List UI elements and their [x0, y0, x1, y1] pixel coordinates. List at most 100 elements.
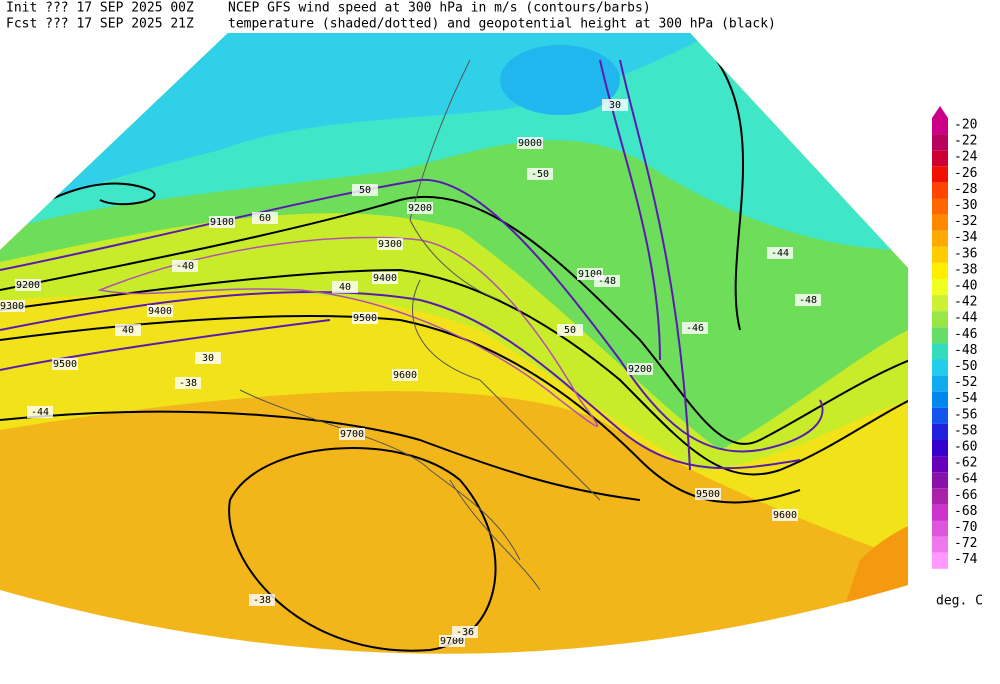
fcst-time: Fcst ??? 17 SEP 2025 21Z — [6, 17, 194, 32]
label-box — [339, 428, 365, 440]
label-box — [115, 324, 141, 336]
colorbar-label: -64 — [954, 472, 978, 487]
label-box — [172, 260, 198, 272]
contour-label: 9200 — [628, 364, 652, 375]
color-swatch — [932, 440, 948, 457]
colorbar-label: -50 — [954, 359, 977, 374]
color-swatch — [932, 472, 948, 489]
colorbar-label: -42 — [954, 295, 977, 310]
color-swatch — [932, 262, 948, 279]
contour-label: 9100 — [210, 217, 234, 228]
colorbar-label: -62 — [954, 456, 977, 471]
contour-label: -46 — [686, 323, 704, 334]
contour-label: 9600 — [773, 510, 797, 521]
color-swatch — [932, 166, 948, 183]
label-box — [452, 626, 478, 638]
label-box — [252, 212, 278, 224]
color-swatch — [932, 552, 948, 569]
contour-label: 9300 — [378, 239, 402, 250]
colorbar-label: -74 — [954, 552, 978, 567]
label-box — [682, 322, 708, 334]
contour-label: 9700 — [440, 636, 464, 647]
colorbar-arrow — [932, 106, 948, 118]
label-box — [392, 369, 418, 381]
colorbar-label: -68 — [954, 504, 977, 519]
color-swatch — [932, 520, 948, 537]
contour-label: -48 — [799, 295, 817, 306]
colorbar-label: -26 — [954, 166, 977, 181]
colorbar-label: -34 — [954, 230, 978, 245]
contour-label: -44 — [31, 407, 49, 418]
label-box — [407, 202, 433, 214]
label-box — [195, 352, 221, 364]
color-swatch — [932, 279, 948, 296]
color-swatch — [932, 391, 948, 408]
label-box — [602, 99, 628, 111]
label-box — [332, 281, 358, 293]
color-swatch — [932, 536, 948, 553]
color-swatch — [932, 327, 948, 344]
colorbar-label: -56 — [954, 407, 977, 422]
label-box — [372, 272, 398, 284]
contour-label: 9500 — [353, 313, 377, 324]
label-box — [209, 216, 235, 228]
color-swatch — [932, 423, 948, 440]
label-box — [15, 279, 41, 291]
contour-label: 9500 — [696, 489, 720, 500]
label-box — [772, 509, 798, 521]
color-swatch — [932, 118, 948, 135]
label-box — [147, 305, 173, 317]
contour-label: 9200 — [16, 280, 40, 291]
contour-label: 9700 — [340, 429, 364, 440]
contour-label: 50 — [359, 185, 371, 196]
label-box — [352, 184, 378, 196]
contour-label: 9000 — [518, 138, 542, 149]
colorbar-label: -40 — [954, 279, 977, 294]
color-swatch — [932, 311, 948, 328]
contour-label: 9600 — [393, 370, 417, 381]
label-box — [27, 406, 53, 418]
color-swatch — [932, 343, 948, 360]
contour-label: -48 — [598, 276, 616, 287]
colorbar-label: -44 — [954, 311, 978, 326]
coastlines — [239, 59, 601, 591]
contour-label: -36 — [456, 627, 474, 638]
contour-label: 40 — [122, 325, 134, 336]
color-swatch — [932, 150, 948, 167]
colorbar-unit: deg. C — [936, 594, 983, 609]
colorbar-label: -32 — [954, 214, 977, 229]
colorbar-label: -38 — [954, 262, 977, 277]
colorbar-label: -46 — [954, 327, 977, 342]
color-swatch — [932, 182, 948, 199]
contour-label: -40 — [176, 261, 194, 272]
color-swatch — [932, 198, 948, 215]
label-box — [175, 377, 201, 389]
color-swatch — [932, 134, 948, 151]
color-swatch — [932, 456, 948, 473]
label-box — [627, 363, 653, 375]
contour-label: 9100 — [578, 269, 602, 280]
contour-label: 9500 — [53, 359, 77, 370]
color-swatch — [932, 295, 948, 312]
contour-label: -38 — [253, 595, 271, 606]
contour-label: 50 — [564, 325, 576, 336]
colorbar-label: -72 — [954, 536, 977, 551]
contour-label: -50 — [531, 169, 549, 180]
color-swatch — [932, 246, 948, 263]
contour-label: 9200 — [408, 203, 432, 214]
color-swatch — [932, 407, 948, 424]
label-box — [557, 324, 583, 336]
jet-core — [97, 236, 599, 428]
color-swatch — [932, 504, 948, 521]
shading — [500, 45, 620, 115]
color-swatch — [932, 359, 948, 376]
contour-label: 9300 — [0, 301, 24, 312]
label-box — [767, 247, 793, 259]
title-line-1: NCEP GFS wind speed at 300 hPa in m/s (c… — [228, 1, 651, 16]
colorbar-label: -20 — [954, 118, 977, 133]
colorbar-label: -58 — [954, 423, 977, 438]
label-box — [527, 168, 553, 180]
label-box — [594, 275, 620, 287]
title-line-2: temperature (shaded/dotted) and geopoten… — [228, 17, 776, 32]
